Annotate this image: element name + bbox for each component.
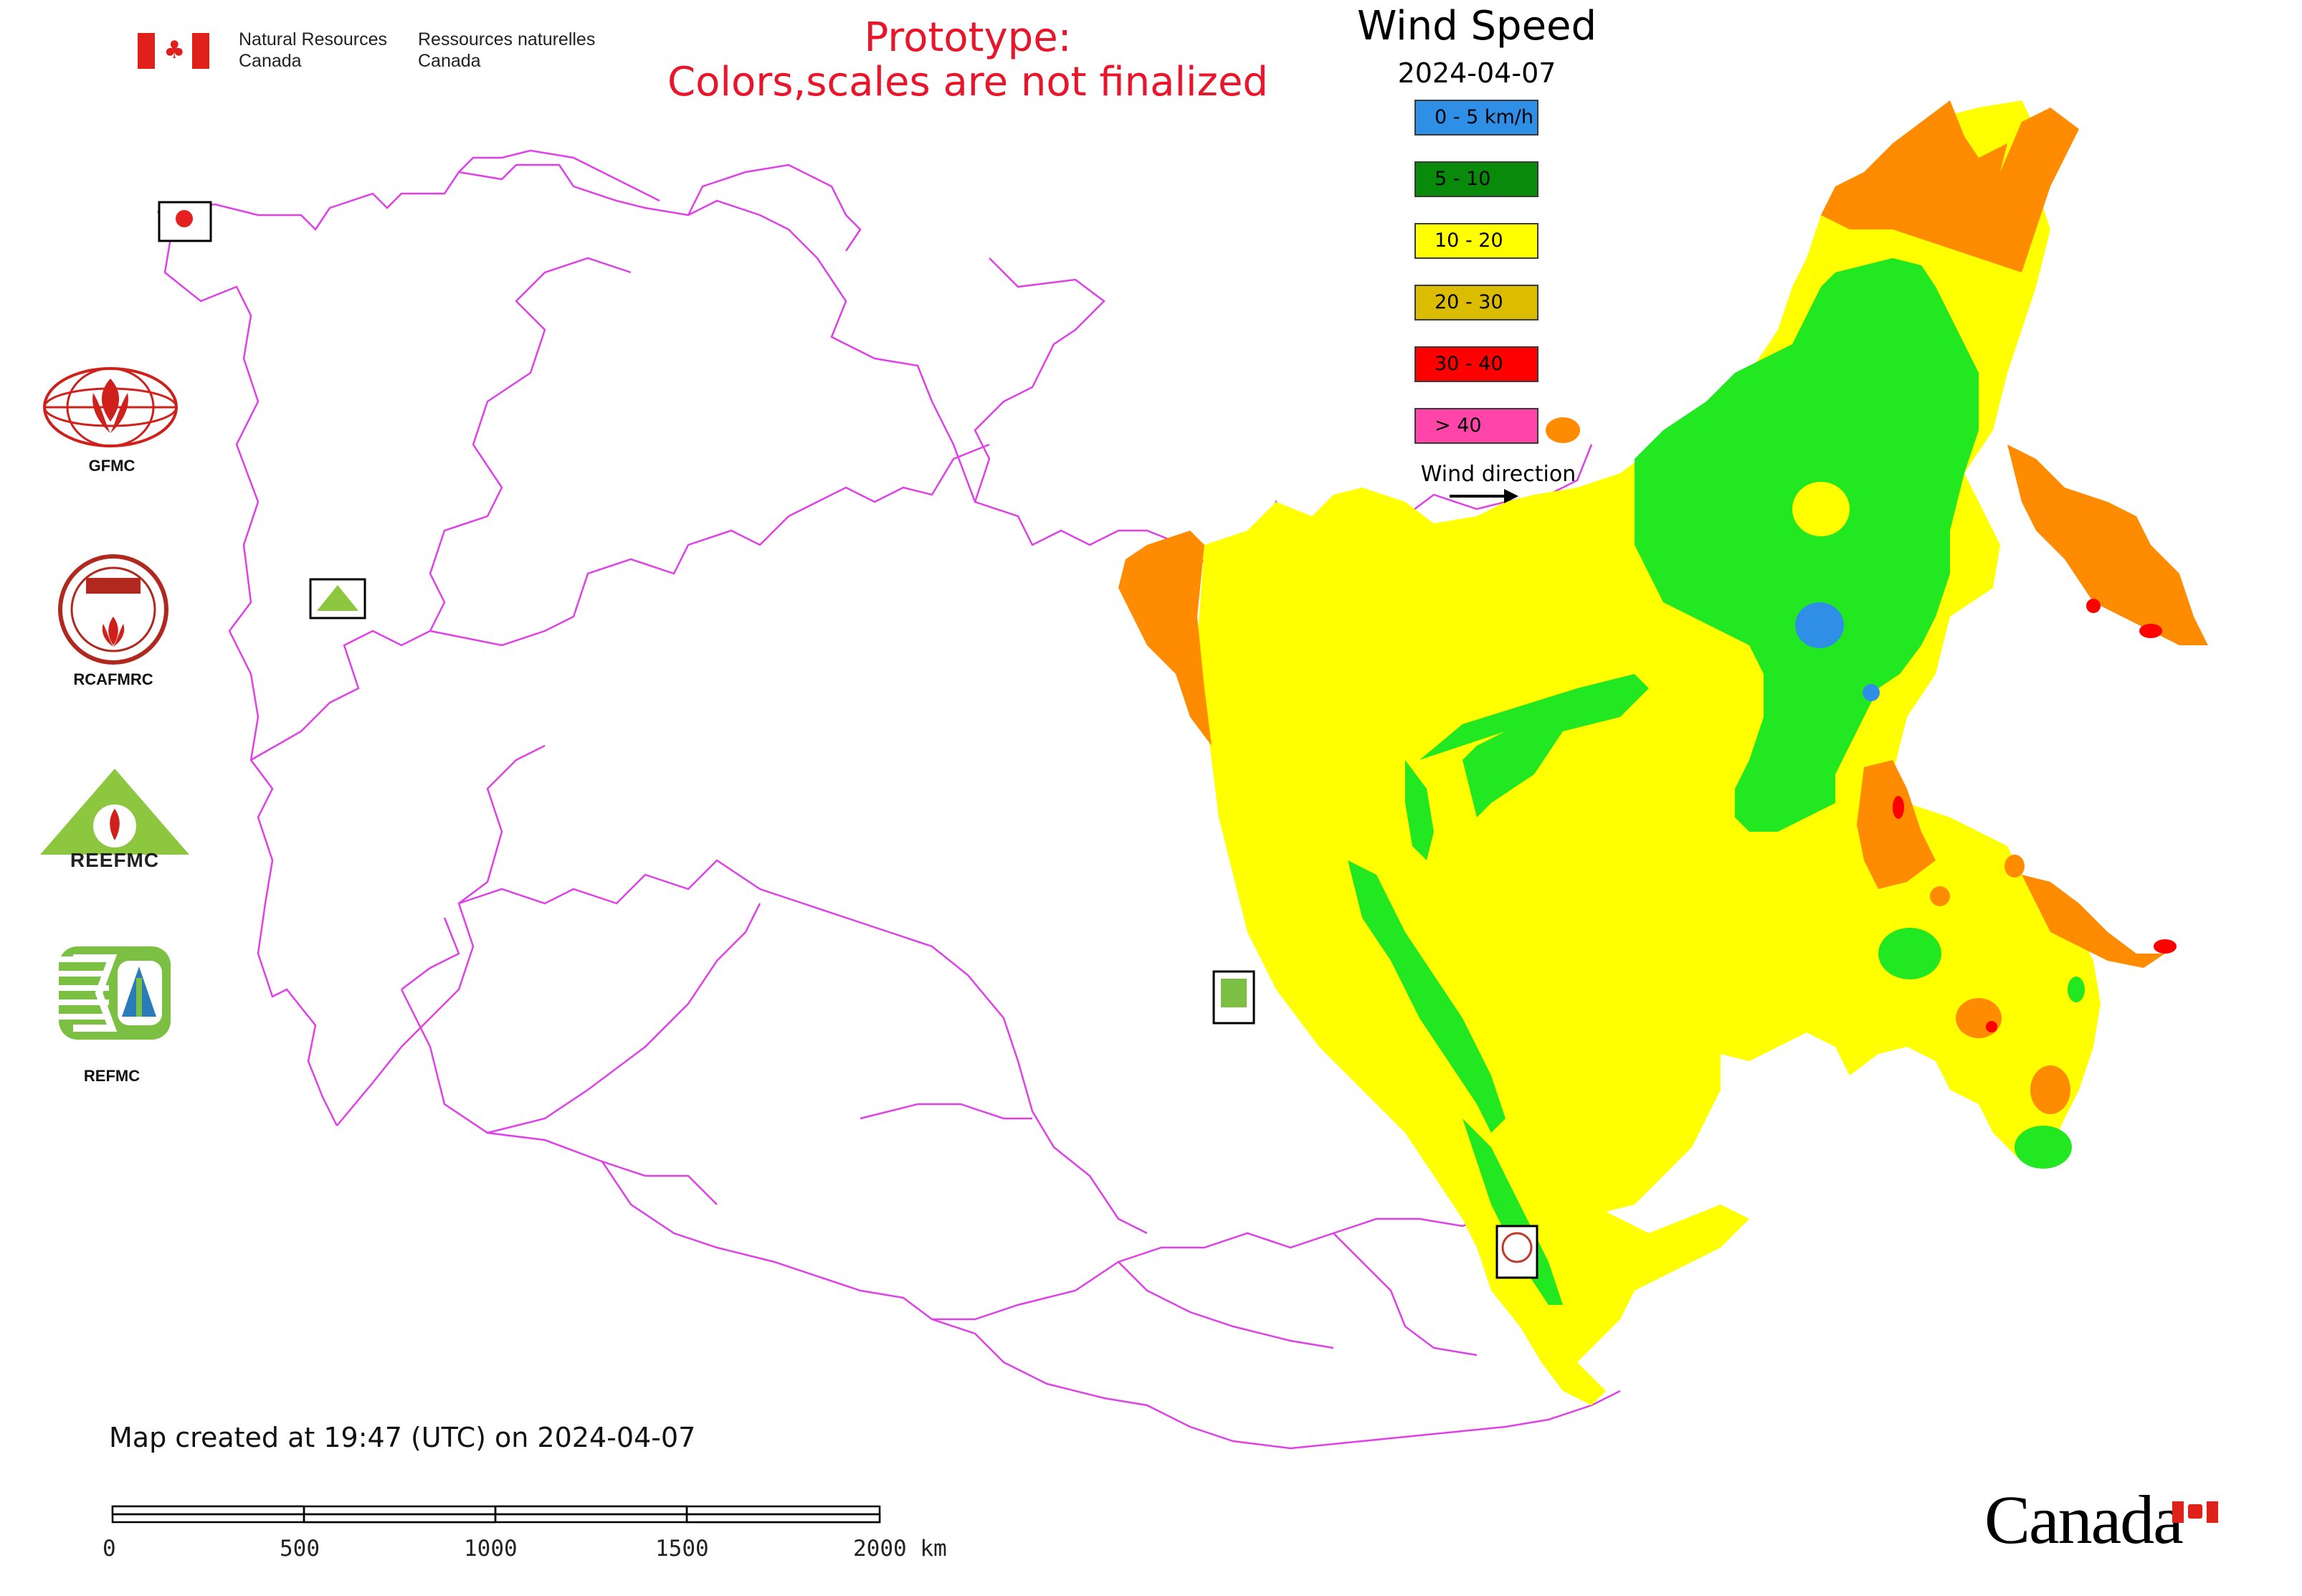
scale-tick-1000: 1000 (464, 1536, 518, 1562)
legend-item-5-10: 5 - 10 (1414, 161, 1538, 197)
wind-field (1118, 100, 2208, 1405)
nrcan-en-line1: Natural Resources (239, 29, 388, 49)
canada-wordmark-flag-icon (2172, 1501, 2218, 1523)
scale-tick-1500: 1500 (655, 1536, 709, 1562)
refmc-logo-icon (59, 946, 171, 1040)
wind-zone-orange (2022, 875, 2165, 968)
legend-label: 5 - 10 (1435, 168, 1491, 190)
scale-tick-500: 500 (280, 1536, 320, 1562)
wind-zone-red (1893, 796, 1904, 819)
rcafmrc-marker-icon (1501, 1232, 1533, 1263)
scale-tick-0: 0 (103, 1536, 116, 1562)
reefmc-logo-wordmark: REEFMC (70, 849, 160, 871)
wind-zone-orange (1956, 998, 2002, 1038)
wind-zone-yellow (1792, 482, 1850, 536)
nrcan-fr-line2: Canada (418, 51, 481, 71)
legend-label: 10 - 20 (1435, 229, 1503, 252)
legend-label: 30 - 40 (1435, 353, 1503, 375)
wind-zone-blue (1863, 684, 1880, 701)
wind-zone-orange (1118, 531, 1212, 746)
wind-zone-orange (1546, 417, 1580, 443)
wind-zone-orange (2030, 1065, 2070, 1114)
refmc-label: REFMC (83, 1067, 141, 1085)
wind-zone-orange (2004, 855, 2025, 878)
wind-zone-red (2086, 599, 2101, 613)
nrcan-english-name: Natural Resources Canada (239, 29, 387, 72)
refmc-marker-icon (1221, 979, 1247, 1007)
wind-zone-green (1878, 928, 1941, 979)
canada-flag-icon: ♣ (138, 33, 209, 69)
wind-zone-yellow (1197, 100, 2101, 1405)
legend-item-20-30: 20 - 30 (1414, 285, 1538, 320)
rcafmrc-label: RCAFMRC (73, 670, 153, 688)
map-created-timestamp: Map created at 19:47 (UTC) on 2024-04-07 (109, 1422, 696, 1453)
prototype-notice: Prototype: Colors,scales are not finaliz… (645, 16, 1290, 105)
wind-zone-orange (1857, 760, 1936, 889)
legend-label: > 40 (1435, 414, 1482, 437)
wind-zone-red (2154, 939, 2177, 954)
canada-wordmark: Canada (1984, 1481, 2184, 1558)
reefmc-marker-icon (317, 585, 358, 611)
nrcan-fr-line1: Ressources naturelles (418, 29, 596, 49)
wind-direction-arrow-icon (1450, 489, 1518, 503)
nrcan-en-line2: Canada (239, 51, 302, 71)
legend-title: Wind Speed (1356, 3, 1597, 49)
wind-direction-label: Wind direction (1420, 462, 1576, 487)
legend-label: 0 - 5 km/h (1435, 106, 1533, 128)
station-markers (158, 201, 1538, 1279)
wind-zone-green (1419, 674, 1649, 817)
legend-date: 2024-04-07 (1397, 57, 1556, 89)
wind-zone-red (2139, 624, 2162, 638)
legend-label: 20 - 30 (1435, 291, 1503, 313)
wind-zone-green (1348, 860, 1506, 1133)
wind-zone-orange (1821, 100, 2079, 272)
legend-item-over-40: > 40 (1414, 408, 1538, 444)
nrcan-french-name: Ressources naturelles Canada (418, 29, 595, 72)
wind-zone-green (2068, 977, 2085, 1002)
scale-tick-2000: 2000 km (853, 1536, 947, 1562)
wind-zone-red (1986, 1021, 1997, 1032)
region-boundaries (157, 149, 1621, 1450)
prototype-line1: Prototype: (864, 14, 1072, 61)
wind-zone-blue (1795, 602, 1844, 648)
rcafmrc-logo-icon (58, 554, 168, 665)
wind-zone-orange (1930, 886, 1950, 906)
reefmc-logo-icon (37, 769, 189, 870)
legend-item-30-40: 30 - 40 (1414, 346, 1538, 382)
gfmc-logo-icon (43, 367, 178, 447)
wind-zone-green (2015, 1126, 2072, 1169)
legend-item-0-5: 0 - 5 km/h (1414, 100, 1538, 136)
scale-bar (111, 1505, 881, 1524)
legend-item-10-20: 10 - 20 (1414, 223, 1538, 259)
wind-zone-orange (2007, 445, 2208, 645)
prototype-line2: Colors,scales are not finalized (667, 59, 1268, 105)
wind-zone-green (1635, 258, 1979, 832)
gfmc-marker-icon (176, 210, 193, 227)
wind-zone-green (1405, 760, 1434, 860)
gfmc-label: GFMC (88, 457, 135, 475)
